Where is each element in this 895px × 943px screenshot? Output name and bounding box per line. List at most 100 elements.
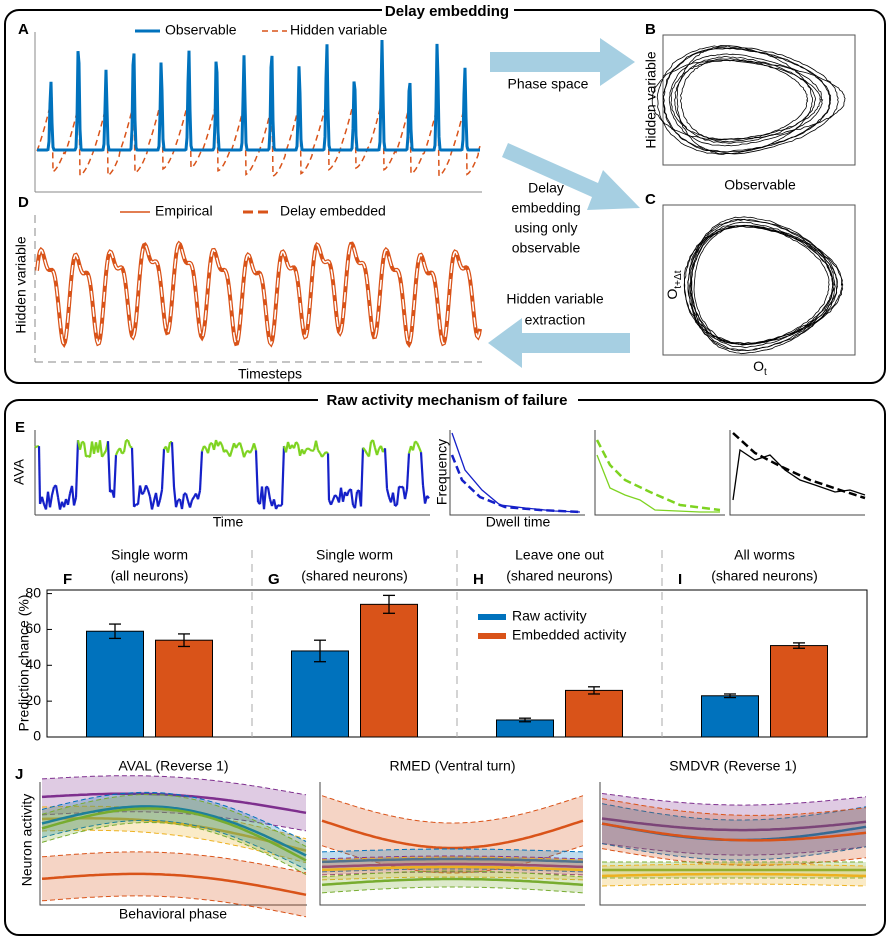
trace-segment bbox=[280, 445, 286, 506]
panel-letter: I bbox=[678, 571, 682, 588]
legend-swatch bbox=[478, 633, 506, 639]
axis-label: Hidden variable bbox=[643, 51, 659, 148]
band-edge bbox=[601, 843, 867, 861]
axis-label: AVA bbox=[11, 458, 27, 485]
band-mean bbox=[41, 805, 307, 857]
trace-segment bbox=[383, 448, 389, 489]
panel-letter: B bbox=[645, 21, 656, 38]
trace-segment bbox=[415, 442, 421, 448]
y-tick-label: 60 bbox=[25, 620, 41, 636]
panel-letter: J bbox=[15, 766, 23, 783]
panel-title: RMED (Ventral turn) bbox=[389, 758, 515, 774]
legend-text: Embedded activity bbox=[512, 627, 626, 643]
axis bbox=[729, 430, 865, 516]
band-edge bbox=[41, 829, 307, 864]
y-tick-label: 0 bbox=[33, 728, 41, 744]
panel-letter: D bbox=[18, 194, 29, 211]
band bbox=[42, 851, 306, 917]
band bbox=[602, 803, 866, 860]
legend-text: Raw activity bbox=[512, 608, 587, 624]
panel-letter: C bbox=[645, 191, 656, 208]
axis-label: Timesteps bbox=[238, 366, 302, 382]
section-title: Delay embedding bbox=[385, 3, 509, 20]
trace-segment bbox=[81, 440, 85, 444]
trace-segment bbox=[359, 447, 365, 507]
trace-segment bbox=[419, 452, 425, 486]
trace-segment bbox=[254, 450, 260, 503]
legend-text: Hidden variable bbox=[290, 22, 387, 38]
label-base: O bbox=[753, 358, 764, 374]
band-edge bbox=[321, 868, 584, 873]
y-tick-label: 80 bbox=[25, 584, 41, 600]
hist-line bbox=[450, 454, 581, 514]
label-sub: t+Δt bbox=[673, 270, 684, 288]
trace-segment bbox=[78, 441, 84, 451]
trace-segment bbox=[307, 447, 311, 451]
trace-segment bbox=[367, 441, 373, 457]
trace-segment bbox=[101, 453, 105, 458]
trace-segment bbox=[362, 447, 366, 451]
panel-title: SMDVR (Reverse 1) bbox=[669, 758, 797, 774]
panel-letter: A bbox=[18, 21, 29, 38]
trace-segment bbox=[345, 490, 351, 497]
trace-segment bbox=[371, 439, 377, 449]
trace-segment bbox=[206, 443, 212, 454]
arrow-label: using only bbox=[514, 220, 577, 236]
trace-segment bbox=[394, 503, 398, 507]
trace-segment bbox=[180, 493, 186, 510]
band bbox=[42, 775, 306, 831]
trace-segment bbox=[191, 496, 195, 501]
loop bbox=[687, 225, 838, 345]
label-base: O bbox=[664, 288, 680, 299]
arrow-label: Hidden variable bbox=[506, 291, 603, 307]
trace-segment bbox=[74, 440, 80, 498]
band-edge bbox=[41, 775, 307, 796]
trace-segment bbox=[219, 441, 223, 446]
loop bbox=[662, 47, 831, 153]
trace-segment bbox=[188, 499, 194, 508]
hist-line bbox=[595, 439, 721, 512]
trace-segment bbox=[40, 496, 46, 505]
trace-segment bbox=[144, 484, 150, 491]
trace-segment bbox=[146, 489, 152, 498]
trace-segment bbox=[364, 449, 368, 455]
trace-segment bbox=[34, 445, 38, 449]
band bbox=[322, 856, 583, 875]
trace-segment bbox=[72, 497, 78, 506]
band-mean bbox=[601, 872, 867, 878]
trace-segment bbox=[398, 485, 402, 489]
loop bbox=[679, 58, 809, 143]
group-title: Single worm bbox=[111, 547, 188, 563]
trace-segment bbox=[238, 442, 244, 450]
section-title: Raw activity mechanism of failure bbox=[327, 392, 568, 409]
trace-segment bbox=[48, 494, 54, 508]
trace-segment bbox=[426, 495, 430, 499]
trace-segment bbox=[317, 449, 321, 454]
bar bbox=[770, 645, 828, 738]
band-edge bbox=[321, 886, 584, 894]
trace-segment bbox=[321, 453, 325, 458]
arrow-label: embedding bbox=[511, 200, 580, 216]
band-mean bbox=[321, 857, 584, 864]
trace-segment bbox=[385, 488, 391, 498]
band-edge bbox=[601, 848, 867, 866]
trace-segment bbox=[391, 492, 397, 507]
trace-segment bbox=[103, 450, 107, 455]
band-edge bbox=[41, 794, 307, 847]
trace-segment bbox=[235, 443, 239, 449]
bar bbox=[701, 695, 759, 738]
loop bbox=[683, 225, 843, 344]
band-edge bbox=[321, 856, 584, 861]
trace-segment bbox=[295, 441, 299, 445]
panel-letter: E bbox=[15, 419, 25, 436]
trace-segment bbox=[156, 499, 162, 507]
band-mean bbox=[321, 877, 584, 887]
axis bbox=[449, 430, 585, 516]
trace-segment bbox=[405, 453, 411, 490]
trace bbox=[36, 93, 481, 178]
trace-segment bbox=[309, 448, 313, 452]
legend-text: Delay embedded bbox=[280, 203, 386, 219]
trace-segment bbox=[70, 485, 76, 506]
band bbox=[42, 806, 306, 863]
title-bg bbox=[382, 1, 514, 21]
